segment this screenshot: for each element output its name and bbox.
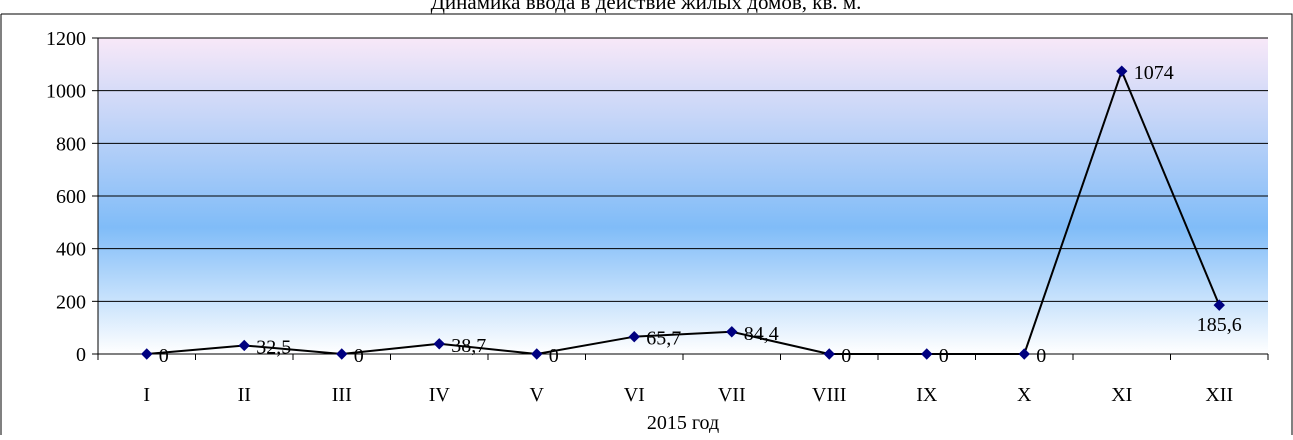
chart-border xyxy=(0,13,1293,435)
data-point xyxy=(141,348,153,360)
x-tick-label: XII xyxy=(1205,384,1233,406)
data-label: 0 xyxy=(354,345,364,367)
data-label: 185,6 xyxy=(1197,314,1242,336)
x-tick-label: X xyxy=(1017,384,1032,406)
chart-title: Динамика ввода в действие жилых домов, к… xyxy=(431,0,862,14)
data-label: 0 xyxy=(549,345,559,367)
data-point xyxy=(823,348,835,360)
x-tick-label: V xyxy=(530,384,545,406)
data-label: 1074 xyxy=(1134,62,1174,84)
data-label: 65,7 xyxy=(646,328,681,350)
data-label: 84,4 xyxy=(744,323,779,345)
x-tick-label: VIII xyxy=(812,384,846,406)
data-labels: 0 32,5 0 38,7 0 65,7 84,4 0 0 0 1074 185,6 xyxy=(159,62,1242,367)
data-point xyxy=(921,348,933,360)
data-label: 0 xyxy=(841,345,851,367)
x-tick-label: IX xyxy=(916,384,938,406)
data-label: 32,5 xyxy=(256,336,291,358)
data-label: 0 xyxy=(939,345,949,367)
data-point xyxy=(1213,299,1225,311)
data-label: 0 xyxy=(1036,345,1046,367)
x-tick-label: I xyxy=(143,384,150,406)
y-tick-label: 200 xyxy=(56,291,86,313)
data-point xyxy=(238,339,250,352)
x-tick-label: VII xyxy=(718,384,746,406)
data-point xyxy=(336,348,348,360)
y-tick-label: 800 xyxy=(56,133,86,155)
data-label: 38,7 xyxy=(451,335,486,357)
data-point xyxy=(726,326,738,338)
y-tick-label: 400 xyxy=(56,239,86,261)
gridlines xyxy=(98,37,1268,302)
x-tick-label: XI xyxy=(1111,384,1132,406)
data-point xyxy=(1116,65,1128,77)
data-label: 0 xyxy=(159,345,169,367)
data-point xyxy=(433,338,445,350)
y-tick-label: 1200 xyxy=(46,28,86,50)
x-tick-label: III xyxy=(332,384,352,406)
x-tick-label: IV xyxy=(429,384,451,406)
series-line xyxy=(141,65,1225,360)
series-polyline xyxy=(146,68,1221,356)
y-tick-label: 0 xyxy=(76,344,86,366)
y-tick-label: 600 xyxy=(56,186,86,208)
data-point xyxy=(628,330,640,343)
data-point xyxy=(1018,348,1030,360)
x-tick-label: VI xyxy=(624,384,645,406)
x-axis-label: 2015 год xyxy=(647,412,719,434)
y-tick-label: 1000 xyxy=(46,81,86,103)
x-tick-label: II xyxy=(238,384,251,406)
data-point xyxy=(531,348,543,360)
